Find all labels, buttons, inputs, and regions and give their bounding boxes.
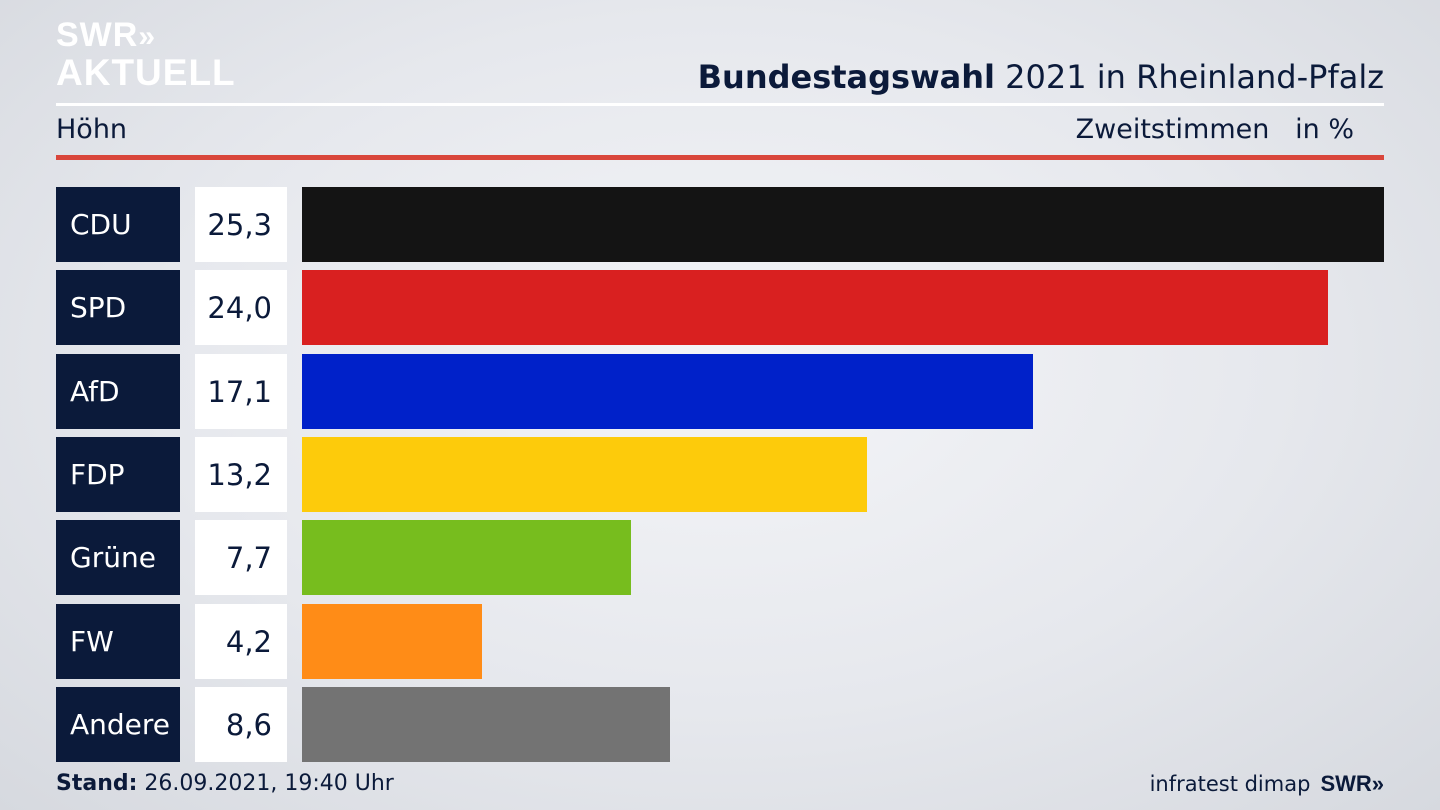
value-label: 7,7	[195, 520, 287, 595]
bar	[302, 354, 1033, 429]
bar	[302, 270, 1328, 345]
title-rest: 2021 in Rheinland-Pfalz	[995, 58, 1384, 96]
party-label: SPD	[56, 270, 180, 345]
source-credit: infratest dimap SWR»	[1150, 771, 1384, 797]
bar	[302, 687, 670, 762]
unit-label: in %	[1295, 114, 1354, 145]
header-divider	[56, 103, 1384, 106]
party-label: FDP	[56, 437, 180, 512]
swr-aktuell-logo: SWR» AKTUELL	[56, 18, 236, 91]
value-label: 4,2	[195, 604, 287, 679]
region-name: Höhn	[56, 114, 128, 145]
value-label: 13,2	[195, 437, 287, 512]
value-label: 25,3	[195, 187, 287, 262]
bar	[302, 520, 631, 595]
bar	[302, 604, 482, 679]
stand-label: Stand:	[56, 771, 138, 796]
swr-brand-logo: SWR»	[1320, 771, 1384, 796]
measure-label: Zweitstimmen in %	[1076, 114, 1354, 145]
value-label: 24,0	[195, 270, 287, 345]
stand-value: 26.09.2021, 19:40 Uhr	[137, 771, 394, 796]
bar-row: FDP 13,2	[56, 437, 1384, 512]
party-label: FW	[56, 604, 180, 679]
bar-row: SPD 24,0	[56, 270, 1384, 345]
bar-row: Andere 8,6	[56, 687, 1384, 762]
party-label: Grüne	[56, 520, 180, 595]
value-label: 17,1	[195, 354, 287, 429]
timestamp: Stand: 26.09.2021, 19:40 Uhr	[56, 771, 394, 796]
bar-row: Grüne 7,7	[56, 520, 1384, 595]
title-bold: Bundestagswahl	[697, 58, 995, 96]
bar-row: AfD 17,1	[56, 354, 1384, 429]
bar	[302, 187, 1384, 262]
bar-row: FW 4,2	[56, 604, 1384, 679]
measure-name: Zweitstimmen	[1075, 114, 1270, 145]
logo-line-1: SWR»	[56, 16, 155, 54]
bar-row: CDU 25,3	[56, 187, 1384, 262]
value-label: 8,6	[195, 687, 287, 762]
logo-line-2: AKTUELL	[56, 52, 236, 93]
party-label: AfD	[56, 354, 180, 429]
accent-divider	[56, 155, 1384, 160]
bar	[302, 437, 867, 512]
party-label: CDU	[56, 187, 180, 262]
chevron-arrows-icon: »	[138, 20, 155, 53]
source-label: infratest dimap	[1149, 772, 1311, 796]
party-label: Andere	[56, 687, 180, 762]
chart-title: Bundestagswahl 2021 in Rheinland-Pfalz	[698, 58, 1384, 96]
